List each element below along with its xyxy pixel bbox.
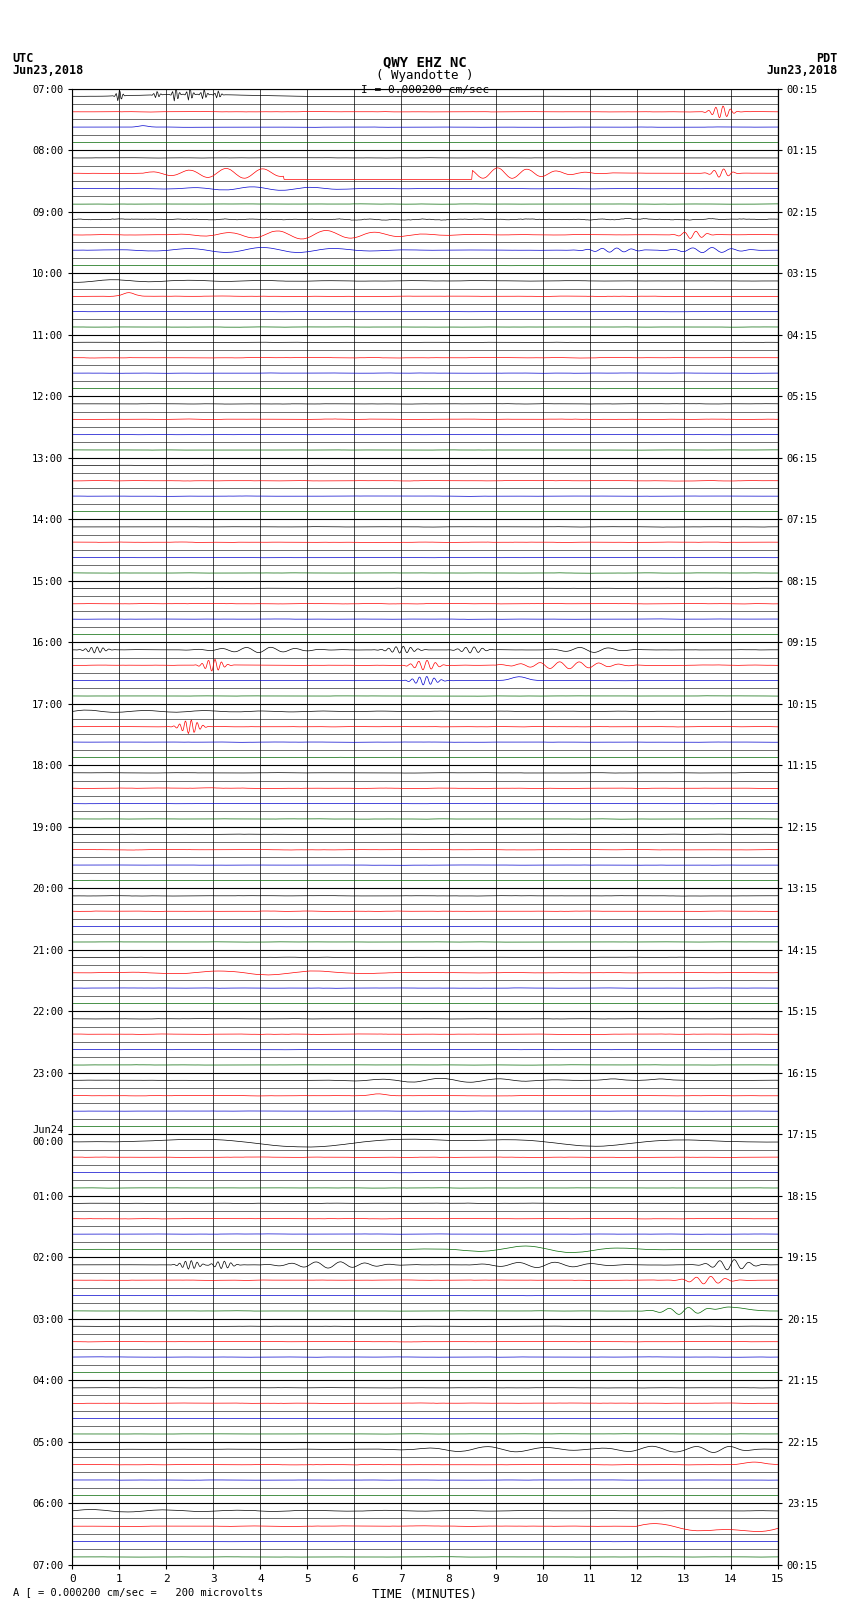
Text: ( Wyandotte ): ( Wyandotte )	[377, 69, 473, 82]
Text: Jun23,2018: Jun23,2018	[13, 65, 84, 77]
Text: Jun23,2018: Jun23,2018	[766, 65, 837, 77]
Text: PDT: PDT	[816, 52, 837, 65]
Text: A [ = 0.000200 cm/sec =   200 microvolts: A [ = 0.000200 cm/sec = 200 microvolts	[13, 1587, 263, 1597]
Text: I = 0.000200 cm/sec: I = 0.000200 cm/sec	[361, 85, 489, 95]
X-axis label: TIME (MINUTES): TIME (MINUTES)	[372, 1587, 478, 1600]
Text: UTC: UTC	[13, 52, 34, 65]
Text: QWY EHZ NC: QWY EHZ NC	[383, 55, 467, 69]
